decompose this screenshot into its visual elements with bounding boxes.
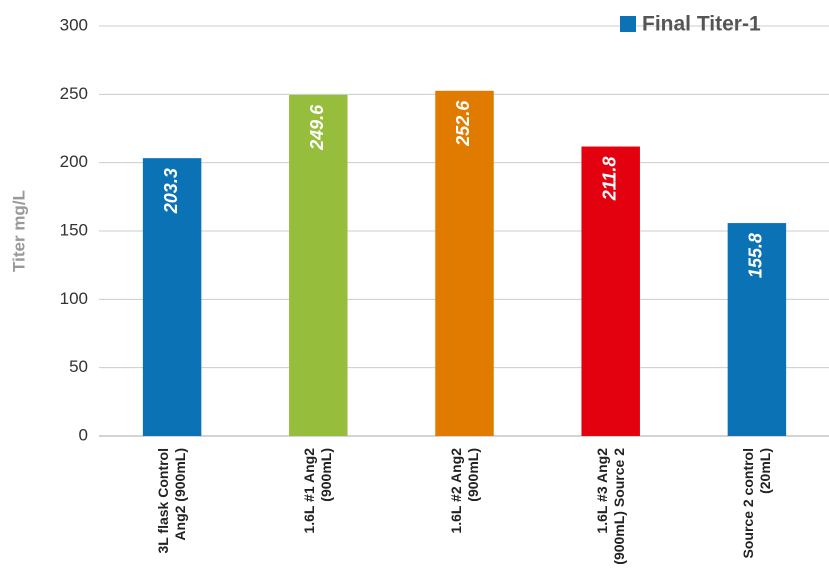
- bar: [435, 90, 494, 436]
- bar: [289, 94, 348, 436]
- y-tick-label: 250: [60, 84, 88, 103]
- y-tick-label: 0: [79, 425, 88, 444]
- legend-label: Final Titer-1: [642, 13, 761, 36]
- x-tick-label: 1.6L #1 Ang2 (900mL): [301, 448, 335, 534]
- value-label: 203.3: [161, 168, 181, 214]
- x-tick-label: 1.6L #3 Ang2 (900mL) Source 2: [593, 448, 627, 565]
- y-tick-label: 150: [60, 220, 88, 239]
- y-tick-label: 50: [69, 357, 88, 376]
- x-tick-label: 3L flask Control Ang2 (900mL): [155, 448, 189, 554]
- x-tick-label: Source 2 control (20mL): [739, 448, 773, 559]
- legend-marker: [620, 16, 636, 32]
- y-tick-label: 300: [60, 15, 88, 34]
- value-label: 155.8: [746, 233, 766, 278]
- bar: [727, 223, 787, 436]
- y-axis-label: Titer mg/L: [9, 190, 28, 272]
- x-tick-label: 1.6L #2 Ang2 (900mL): [447, 448, 481, 534]
- value-label: 211.8: [599, 157, 619, 202]
- bar: [581, 146, 640, 437]
- value-label: 252.6: [453, 100, 473, 147]
- bar: [142, 158, 202, 436]
- y-tick-label: 200: [60, 152, 88, 171]
- value-label: 249.6: [307, 104, 327, 151]
- y-tick-label: 100: [60, 289, 88, 308]
